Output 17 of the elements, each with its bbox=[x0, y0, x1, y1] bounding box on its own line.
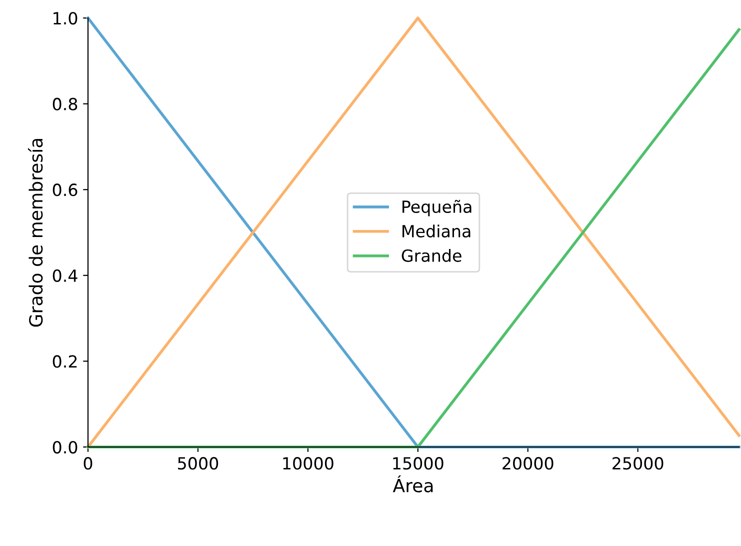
x-tick-label: 10000 bbox=[283, 457, 334, 470]
y-tick-label: 0.4 bbox=[52, 269, 78, 282]
y-tick-label: 0.2 bbox=[52, 355, 77, 368]
x-tick-label: 15000 bbox=[393, 457, 444, 470]
y-tick-label: 1.0 bbox=[54, 12, 78, 25]
x-axis-title: Área bbox=[392, 475, 433, 492]
x-tick-label: 0 bbox=[84, 457, 92, 470]
legend-label: Mediana bbox=[402, 224, 470, 238]
legend-label: Grande bbox=[402, 249, 462, 262]
x-tick-label: 25000 bbox=[612, 457, 664, 470]
y-axis-title: Grado de membresía bbox=[28, 138, 43, 327]
y-tick-label: 0.6 bbox=[52, 184, 78, 196]
legend-label: Pequeña bbox=[402, 200, 472, 216]
y-tick-label: 0.0 bbox=[52, 440, 78, 454]
x-tick-label: 5000 bbox=[178, 457, 218, 470]
y-tick-label: 0.8 bbox=[52, 98, 78, 110]
x-tick-label: 20000 bbox=[502, 457, 554, 470]
